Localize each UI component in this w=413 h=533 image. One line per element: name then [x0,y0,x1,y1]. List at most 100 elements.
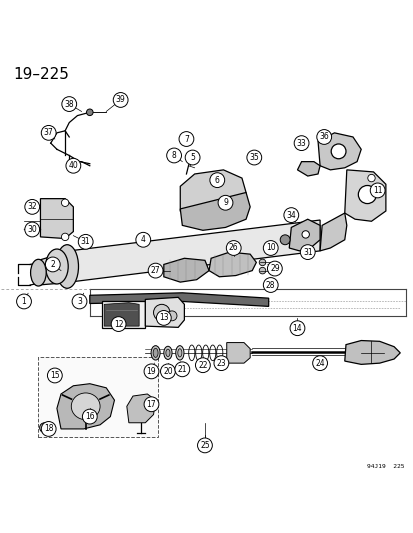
Circle shape [294,136,308,150]
Circle shape [246,150,261,165]
Polygon shape [40,199,73,239]
Circle shape [61,233,69,240]
Circle shape [195,358,210,373]
Circle shape [167,311,176,321]
Polygon shape [226,343,249,363]
Polygon shape [104,303,139,326]
Polygon shape [126,394,155,423]
Circle shape [40,423,50,433]
Circle shape [358,185,375,204]
Circle shape [148,263,163,278]
Ellipse shape [56,245,78,288]
Text: 2: 2 [50,260,55,269]
Text: 27: 27 [150,266,160,275]
Circle shape [209,173,224,188]
Text: 12: 12 [114,320,123,328]
Circle shape [214,356,228,370]
FancyBboxPatch shape [38,357,157,437]
Circle shape [41,422,56,437]
Text: 9: 9 [223,198,228,207]
Text: 6: 6 [214,176,219,184]
Text: 17: 17 [146,400,156,409]
Text: 34: 34 [286,211,295,220]
Text: 16: 16 [85,412,95,421]
Text: 21: 21 [177,365,187,374]
Circle shape [226,240,240,255]
Circle shape [153,304,170,321]
Polygon shape [180,192,249,230]
Polygon shape [145,297,184,327]
Circle shape [301,231,309,238]
Polygon shape [38,250,73,285]
Circle shape [25,222,40,237]
Ellipse shape [166,349,170,357]
Text: 94J19  225: 94J19 225 [366,464,404,469]
Circle shape [66,158,81,173]
Polygon shape [317,133,360,170]
Text: 33: 33 [296,139,306,148]
Text: 1: 1 [21,297,26,306]
Text: 13: 13 [159,313,168,322]
Text: 20: 20 [163,367,172,376]
FancyBboxPatch shape [102,302,145,328]
Circle shape [185,150,199,165]
Text: 29: 29 [269,264,279,273]
Text: 4: 4 [140,235,145,244]
Ellipse shape [151,346,160,360]
Circle shape [86,109,93,116]
Circle shape [111,317,126,332]
Text: 19: 19 [146,367,156,376]
Circle shape [259,259,265,265]
Circle shape [280,235,290,245]
Text: 31: 31 [302,248,312,256]
Polygon shape [164,259,209,282]
Ellipse shape [177,349,181,357]
Circle shape [290,321,304,336]
Circle shape [263,278,278,293]
Circle shape [17,294,31,309]
Circle shape [160,364,175,379]
Circle shape [166,148,181,163]
Text: 31: 31 [81,237,90,246]
Text: 18: 18 [44,424,53,433]
Circle shape [62,96,76,111]
Circle shape [82,409,97,424]
Text: 24: 24 [315,359,324,368]
Text: 11: 11 [372,186,382,195]
Text: 38: 38 [64,100,74,109]
Circle shape [156,311,171,325]
Circle shape [25,199,40,214]
Circle shape [263,240,278,255]
Circle shape [72,294,87,309]
Polygon shape [69,220,319,282]
Ellipse shape [153,349,158,358]
Text: 10: 10 [265,244,275,253]
Text: 26: 26 [228,244,238,253]
Circle shape [218,196,233,210]
Circle shape [175,362,189,377]
Ellipse shape [31,259,46,286]
Circle shape [45,257,60,272]
Circle shape [178,132,193,147]
Circle shape [135,232,150,247]
Text: 36: 36 [318,133,328,141]
Circle shape [259,268,265,274]
Ellipse shape [45,249,68,284]
Polygon shape [344,170,385,221]
Polygon shape [180,170,245,218]
Text: 25: 25 [199,441,209,450]
Circle shape [312,356,327,370]
Polygon shape [344,341,399,365]
Circle shape [330,144,345,159]
Circle shape [78,235,93,249]
Text: 23: 23 [216,359,225,368]
Polygon shape [297,161,319,176]
Circle shape [47,368,62,383]
Circle shape [113,93,128,107]
Text: 30: 30 [27,225,37,234]
Circle shape [367,174,374,182]
Circle shape [61,199,69,206]
Circle shape [144,397,159,411]
Circle shape [41,125,56,140]
Text: 35: 35 [249,153,259,162]
